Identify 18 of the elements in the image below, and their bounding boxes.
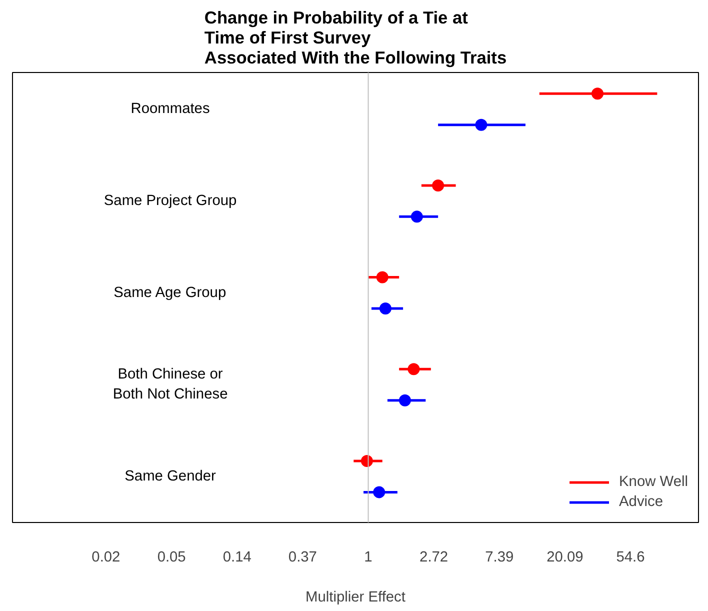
x-tick-label: 0.05 (157, 550, 186, 566)
y-tick-label: Roommates (130, 101, 210, 118)
y-tick-label: Same Gender (124, 468, 216, 485)
x-tick-label: 0.37 (288, 550, 317, 566)
legend-label: Advice (619, 494, 664, 510)
y-tick-label: Same Age Group (114, 284, 226, 301)
y-tick-label: Same Project Group (104, 193, 237, 210)
x-tick-label: 20.09 (546, 550, 584, 566)
y-tick-label: Both Chinese or Both Not Chinese (112, 366, 228, 403)
x-tick-label: 0.02 (92, 550, 120, 566)
x-tick-label: 1 (364, 550, 372, 566)
x-tick-label: 54.6 (616, 550, 645, 566)
x-tick-label: 2.72 (420, 550, 448, 566)
x-axis-title: Multiplier Effect (306, 590, 406, 606)
x-tick-label: 0.14 (222, 550, 252, 566)
chart-title: Change in Probability of a Tie at Time of First Survey Associated With the Following Traits (204, 8, 507, 68)
legend-label: Know Well (619, 474, 688, 490)
x-tick-label: 7.39 (485, 550, 514, 566)
